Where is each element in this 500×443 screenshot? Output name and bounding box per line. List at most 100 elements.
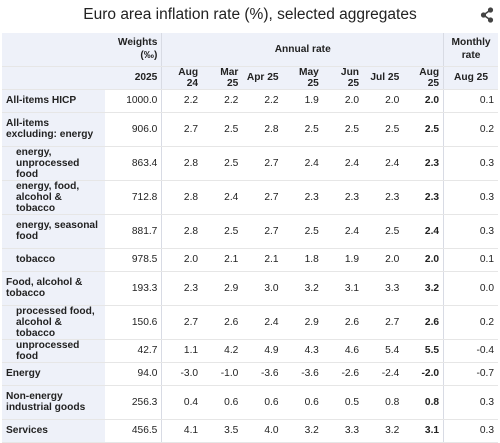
header-row-top: Weights (‰) Annual rate Monthly rate: [2, 33, 498, 67]
annual-rate-cell: 2.0: [322, 89, 364, 113]
annual-rate-cell: 4.9: [242, 339, 283, 363]
annual-rate-cell: 0.5: [322, 385, 364, 420]
row-label: processed food, alcohol & tobacco: [2, 305, 106, 340]
row-label: Energy: [2, 362, 106, 386]
weight-cell: 42.7: [105, 339, 162, 363]
annual-rate-cell: 2.8: [161, 146, 203, 181]
monthly-rate-cell: 0.0: [443, 271, 498, 306]
annual-rate-cell: 2.4: [363, 146, 404, 181]
annual-rate-cell: 2.8: [161, 180, 203, 215]
table-row: All-items excluding: energy 906.0 2.7 2.5 2.…: [2, 112, 498, 147]
row-label: Services: [2, 419, 106, 443]
annual-rate-cell: 2.0: [403, 248, 445, 272]
annual-rate-cell: -2.6: [322, 362, 364, 386]
annual-rate-cell: 4.0: [242, 419, 283, 443]
weight-cell: 193.3: [105, 271, 162, 306]
annual-rate-cell: -1.0: [202, 362, 243, 386]
annual-rate-cell: 3.3: [363, 271, 404, 306]
annual-rate-cell: 2.7: [161, 305, 203, 340]
annual-rate-cell: 3.3: [322, 419, 364, 443]
header-corner-2: [2, 66, 106, 90]
title-bar: Euro area inflation rate (%), selected a…: [0, 0, 500, 33]
table-row: tobacco 978.5 2.0 2.1 2.1 1.8 1.9 2.0 2.0 0.1: [2, 248, 498, 272]
annual-rate-header: Annual rate: [161, 33, 445, 67]
table-row: energy, unprocessed food 863.4 2.8 2.5 2.7 2.…: [2, 146, 498, 181]
annual-rate-cell: 4.1: [161, 419, 203, 443]
annual-rate-cell: 2.5: [403, 112, 445, 147]
annual-rate-cell: 2.0: [363, 248, 404, 272]
weights-year: 2025: [105, 66, 162, 90]
annual-rate-cell: 3.2: [403, 271, 445, 306]
monthly-rate-cell: 0.3: [443, 419, 498, 443]
col-header: Aug 24: [161, 66, 203, 90]
annual-rate-cell: 4.3: [282, 339, 323, 363]
monthly-rate-cell: 0.3: [443, 146, 498, 181]
col-header: May 25: [282, 66, 323, 90]
annual-rate-cell: 0.4: [161, 385, 203, 420]
annual-rate-cell: 4.2: [202, 339, 243, 363]
weight-cell: 456.5: [105, 419, 162, 443]
annual-rate-cell: 2.7: [363, 305, 404, 340]
annual-rate-cell: 4.6: [322, 339, 364, 363]
weight-cell: 712.8: [105, 180, 162, 215]
monthly-rate-cell: -0.7: [443, 362, 498, 386]
table-row: All-items HICP 1000.0 2.2 2.2 2.2 1.9 2.0 2.0 2.…: [2, 89, 498, 113]
annual-rate-cell: 2.1: [202, 248, 243, 272]
col-header: Apr 25: [242, 66, 283, 90]
annual-rate-cell: -3.6: [282, 362, 323, 386]
share-icon[interactable]: [480, 7, 494, 23]
table-row: Energy 94.0 -3.0 -1.0 -3.6 -3.6 -2.6 -2.4 -2.0 -0…: [2, 362, 498, 386]
annual-rate-cell: 3.2: [282, 271, 323, 306]
annual-rate-cell: 2.5: [363, 214, 404, 249]
annual-rate-cell: 2.5: [322, 112, 364, 147]
annual-rate-cell: 3.2: [363, 419, 404, 443]
weight-cell: 94.0: [105, 362, 162, 386]
annual-rate-cell: 5.4: [363, 339, 404, 363]
annual-rate-cell: 0.6: [202, 385, 243, 420]
annual-rate-cell: 2.1: [242, 248, 283, 272]
table-title: Euro area inflation rate (%), selected a…: [83, 6, 417, 23]
monthly-col-header: Aug 25: [443, 66, 498, 90]
row-label: unprocessed food: [2, 339, 106, 363]
annual-rate-cell: 2.3: [322, 180, 364, 215]
monthly-rate-cell: 0.1: [443, 248, 498, 272]
annual-rate-cell: 1.1: [161, 339, 203, 363]
annual-rate-cell: 3.5: [202, 419, 243, 443]
annual-rate-cell: 2.7: [242, 180, 283, 215]
annual-rate-cell: 0.6: [242, 385, 283, 420]
annual-rate-cell: 0.8: [403, 385, 445, 420]
annual-rate-cell: 0.8: [363, 385, 404, 420]
monthly-rate-cell: 0.2: [443, 305, 498, 340]
monthly-rate-cell: 0.3: [443, 180, 498, 215]
annual-rate-cell: 2.4: [242, 305, 283, 340]
row-label: tobacco: [2, 248, 106, 272]
annual-rate-cell: 2.4: [322, 214, 364, 249]
annual-rate-cell: -3.0: [161, 362, 203, 386]
weight-cell: 978.5: [105, 248, 162, 272]
annual-rate-cell: 2.6: [202, 305, 243, 340]
annual-rate-cell: 2.7: [242, 214, 283, 249]
monthly-rate-header: Monthly rate: [443, 33, 498, 67]
weights-header: Weights (‰): [105, 33, 162, 67]
annual-rate-cell: 2.7: [161, 112, 203, 147]
monthly-rate-cell: -0.4: [443, 339, 498, 363]
header-corner: [2, 33, 106, 67]
monthly-rate-cell: 0.3: [443, 214, 498, 249]
annual-rate-cell: 2.0: [363, 89, 404, 113]
row-label: energy, food, alcohol & tobacco: [2, 180, 106, 215]
weights-unit: (‰): [140, 50, 158, 62]
annual-rate-cell: 2.6: [322, 305, 364, 340]
header-row-columns: 2025 Aug 24 Mar 25 Apr 25 May 25 Jun 25 …: [2, 66, 498, 90]
annual-rate-cell: 2.4: [322, 146, 364, 181]
annual-rate-cell: 2.5: [202, 214, 243, 249]
annual-rate-cell: 2.5: [363, 112, 404, 147]
table-row: energy, seasonal food 881.7 2.8 2.5 2.7 2.5 2.…: [2, 214, 498, 249]
annual-rate-cell: 2.3: [282, 180, 323, 215]
weight-cell: 1000.0: [105, 89, 162, 113]
annual-rate-cell: 2.8: [242, 112, 283, 147]
weight-cell: 150.6: [105, 305, 162, 340]
annual-rate-cell: 2.3: [403, 180, 445, 215]
col-header: Jul 25: [363, 66, 404, 90]
annual-rate-cell: 2.3: [403, 146, 445, 181]
annual-rate-cell: 3.1: [403, 419, 445, 443]
